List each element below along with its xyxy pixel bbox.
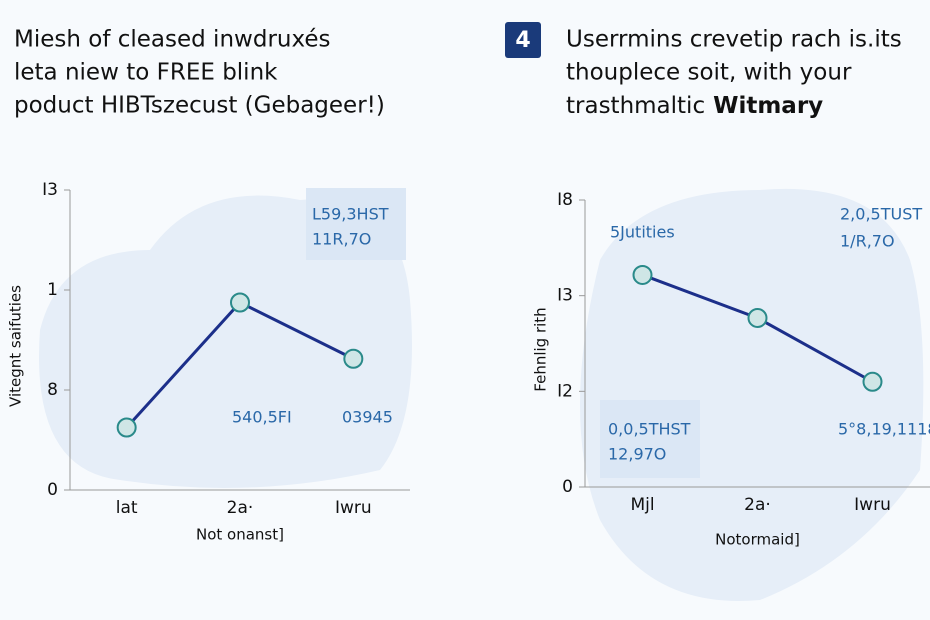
chart-title: poduct HIBTszecust (Gebageer!) — [14, 93, 385, 119]
x-tick-label: 2a· — [227, 498, 254, 518]
y-tick-label: 1 — [47, 280, 58, 300]
point-marker — [230, 292, 250, 313]
y-tick-label: I3 — [42, 180, 58, 200]
badge — [505, 22, 541, 58]
chart-title: thouplece soit, with your — [566, 60, 852, 86]
annotation: 2,0,5TUST — [840, 205, 922, 224]
chart-title: Userrmins crevetip rach is.its — [566, 27, 902, 53]
annotation: 540,5FI — [232, 408, 292, 427]
point-marker — [747, 307, 768, 328]
x-axis-label: Notormaid] — [715, 531, 800, 549]
x-axis-label: Not onanst] — [196, 526, 284, 544]
point-marker — [343, 348, 364, 369]
annotation: 03945 — [342, 408, 393, 427]
annotation-boxes — [306, 188, 700, 478]
y-tick-label: 0 — [47, 480, 58, 500]
title-bold: Witmary — [713, 93, 823, 119]
y-tick-label: I8 — [557, 190, 573, 210]
x-tick-label: Iwru — [335, 498, 372, 518]
annotation: 11R,7O — [312, 230, 371, 249]
background-blobs — [39, 188, 924, 601]
x-tick-label: Mjl — [630, 495, 654, 515]
point-marker — [862, 371, 883, 392]
point-marker — [116, 417, 137, 438]
chart-title: leta niew to FREE blink — [14, 60, 278, 86]
annotation: 0,0,5THST — [608, 420, 691, 439]
annotation: 5Jutities — [610, 223, 675, 242]
x-tick-label: lat — [116, 498, 138, 518]
y-axis-label: Vitegnt saifuties — [7, 285, 25, 407]
chart-title: Miesh of cleased inwdruxés — [14, 27, 331, 53]
badge-label: 4 — [515, 28, 530, 53]
y-axis-label: Fehnlig rith — [532, 307, 550, 391]
title-text: trasthmaltic — [566, 93, 705, 119]
point-marker — [632, 264, 653, 285]
chart-title: trasthmaltic Witmary — [566, 93, 823, 119]
y-tick-label: 0 — [562, 477, 573, 497]
x-tick-label: 2a· — [744, 495, 771, 515]
annotation: 12,97O — [608, 445, 666, 464]
x-tick-label: Iwru — [854, 495, 891, 515]
y-tick-label: I2 — [557, 381, 573, 401]
annotation: 5°8,19,1118 — [838, 420, 930, 439]
annotation: L59,3HST — [312, 205, 389, 224]
y-tick-label: I3 — [557, 286, 573, 306]
annotation: 1/R,7O — [840, 232, 895, 251]
y-tick-label: 8 — [47, 380, 58, 400]
